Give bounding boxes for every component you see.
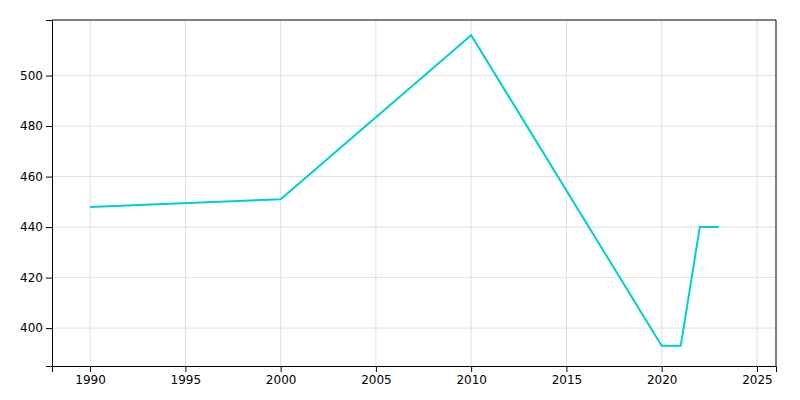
grid-line: [661, 20, 662, 366]
grid-line: [52, 227, 776, 228]
tick-mark: [46, 177, 52, 178]
grid-line: [185, 20, 186, 366]
tick-label: 500: [20, 69, 43, 83]
line: [90, 35, 719, 346]
tick-label: 480: [20, 119, 43, 133]
tick-label: 2010: [456, 373, 487, 387]
chart: 1990 1995 2000 2005 2010 2015 2020 2025 400 420 44…: [0, 0, 800, 400]
axis-line: [46, 21, 53, 367]
frame: [52, 20, 776, 21]
tick-mark: [757, 366, 758, 372]
tick: 400: [20, 321, 52, 335]
frame: [776, 20, 777, 366]
tick: 2010: [456, 366, 487, 387]
tick: 440: [20, 220, 52, 234]
grid-line: [52, 126, 776, 127]
tick: 500: [20, 69, 52, 83]
tick: 420: [20, 271, 52, 285]
grid-line: [90, 20, 91, 366]
tick-label: 1995: [171, 373, 202, 387]
grid-line: [756, 20, 757, 366]
grid-line: [375, 20, 376, 366]
tick-label: 2015: [552, 373, 583, 387]
tick-mark: [90, 366, 91, 372]
grid-line: [52, 277, 776, 278]
grid-line: [52, 176, 776, 177]
tick-label: 1990: [75, 373, 106, 387]
grid: [52, 20, 776, 366]
y-axis: 400 420 440 460 480 500: [20, 21, 52, 367]
tick-label: 2000: [266, 373, 297, 387]
tick-mark: [281, 366, 282, 372]
tick: 460: [20, 170, 52, 184]
tick-mark: [46, 227, 52, 228]
tick: 2020: [647, 366, 678, 387]
tick-label: 440: [20, 220, 43, 234]
tick: 480: [20, 119, 52, 133]
tick: 2015: [552, 366, 583, 387]
tick: 2025: [742, 366, 773, 387]
tick: 1990: [75, 366, 106, 387]
axis-line: [53, 367, 777, 373]
tick-mark: [662, 366, 663, 372]
grid-line: [52, 75, 776, 76]
marks: [90, 35, 719, 346]
tick-label: 2005: [361, 373, 392, 387]
tick-label: 2020: [647, 373, 678, 387]
tick-mark: [376, 366, 377, 372]
grid-line: [566, 20, 567, 366]
plot: 1990 1995 2000 2005 2010 2015 2020 2025 400 420 44…: [20, 20, 776, 387]
tick-mark: [471, 366, 472, 372]
tick-label: 400: [20, 321, 43, 335]
tick: 1995: [171, 366, 202, 387]
tick-mark: [566, 366, 567, 372]
tick-label: 2025: [742, 373, 773, 387]
tick-mark: [46, 278, 52, 279]
tick-label: 420: [20, 271, 43, 285]
tick-mark: [185, 366, 186, 372]
tick-mark: [46, 126, 52, 127]
grid-line: [471, 20, 472, 366]
grid-line: [52, 328, 776, 329]
tick-mark: [46, 76, 52, 77]
tick: 2005: [361, 366, 392, 387]
x-axis: 1990 1995 2000 2005 2010 2015 2020 2025: [53, 366, 777, 387]
grid-line: [280, 20, 281, 366]
tick: 2000: [266, 366, 297, 387]
tick-mark: [46, 328, 52, 329]
tick-label: 460: [20, 170, 43, 184]
